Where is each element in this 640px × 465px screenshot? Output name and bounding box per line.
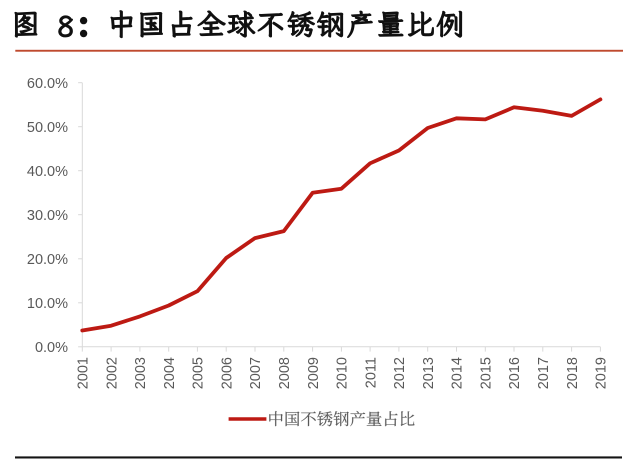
svg-text:2004: 2004: [162, 357, 178, 389]
svg-text:2002: 2002: [104, 357, 120, 389]
svg-text:40.0%: 40.0%: [27, 164, 68, 180]
svg-text:2014: 2014: [450, 357, 466, 389]
svg-text:2018: 2018: [565, 357, 581, 389]
svg-text:2017: 2017: [536, 357, 552, 389]
svg-text:2003: 2003: [133, 357, 149, 389]
svg-text:2008: 2008: [277, 357, 293, 389]
svg-text:2011: 2011: [363, 357, 379, 388]
svg-text:2001: 2001: [76, 357, 92, 389]
svg-text:20.0%: 20.0%: [27, 252, 68, 268]
svg-text:2016: 2016: [507, 357, 523, 389]
svg-text:2006: 2006: [219, 357, 235, 389]
svg-text:2012: 2012: [392, 357, 408, 389]
svg-text:2005: 2005: [191, 357, 207, 389]
svg-text:2013: 2013: [421, 357, 437, 389]
svg-text:2015: 2015: [479, 357, 495, 389]
svg-text:10.0%: 10.0%: [27, 296, 68, 312]
svg-text:60.0%: 60.0%: [27, 76, 68, 92]
svg-text:0.0%: 0.0%: [35, 340, 68, 356]
svg-text:2019: 2019: [594, 357, 610, 389]
svg-text:2010: 2010: [335, 357, 351, 389]
svg-text:2007: 2007: [248, 357, 264, 389]
svg-text:30.0%: 30.0%: [27, 208, 68, 224]
svg-text:50.0%: 50.0%: [27, 120, 68, 136]
svg-text:2009: 2009: [306, 357, 322, 389]
